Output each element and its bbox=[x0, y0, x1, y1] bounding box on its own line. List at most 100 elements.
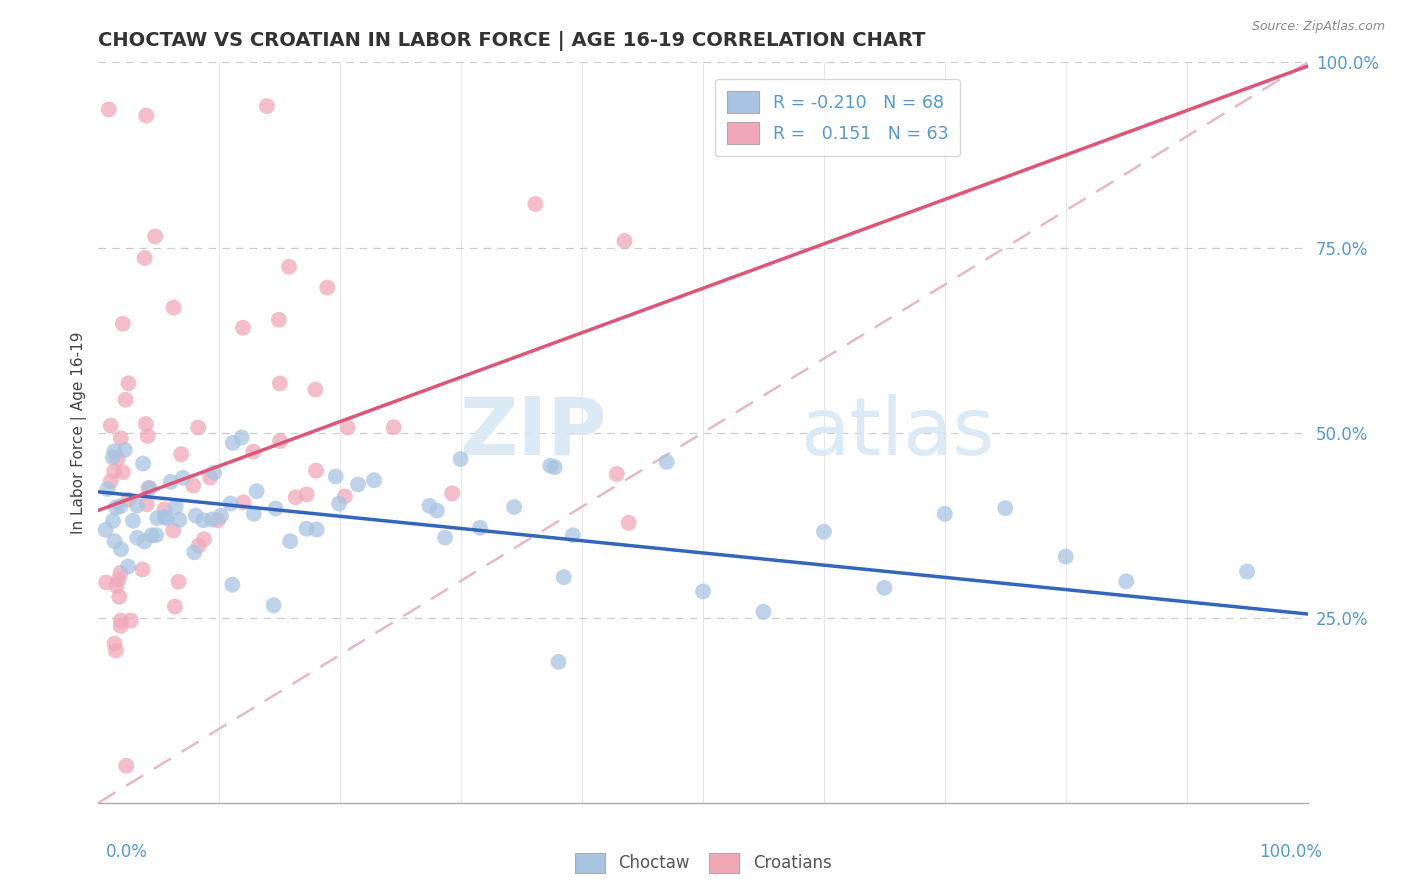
Point bbox=[163, 599, 186, 614]
Point bbox=[134, 534, 156, 549]
Point bbox=[97, 103, 120, 117]
Point bbox=[382, 420, 405, 434]
Point bbox=[96, 575, 118, 590]
Point bbox=[184, 508, 207, 523]
Point bbox=[524, 197, 547, 211]
Point bbox=[110, 566, 132, 580]
Point bbox=[243, 507, 266, 521]
Point bbox=[232, 320, 254, 334]
Point bbox=[426, 503, 449, 517]
Point bbox=[434, 531, 457, 545]
Point bbox=[122, 514, 145, 528]
Point bbox=[278, 534, 301, 549]
Point bbox=[100, 475, 122, 489]
Point bbox=[242, 444, 264, 458]
Point bbox=[117, 559, 139, 574]
Point bbox=[146, 511, 169, 525]
Legend: Choctaw, Croatians: Choctaw, Croatians bbox=[568, 847, 838, 880]
Point bbox=[221, 577, 243, 591]
Point bbox=[120, 614, 142, 628]
Point bbox=[153, 502, 176, 516]
Point bbox=[107, 573, 129, 587]
Text: ZIP: ZIP bbox=[458, 393, 606, 472]
Point bbox=[170, 447, 193, 461]
Point bbox=[111, 317, 134, 331]
Point bbox=[114, 392, 136, 407]
Point bbox=[873, 581, 896, 595]
Point bbox=[201, 512, 224, 526]
Text: CHOCTAW VS CROATIAN IN LABOR FORCE | AGE 16-19 CORRELATION CHART: CHOCTAW VS CROATIAN IN LABOR FORCE | AGE… bbox=[98, 31, 927, 51]
Point bbox=[107, 451, 129, 466]
Point bbox=[141, 528, 163, 542]
Point bbox=[135, 417, 157, 431]
Point bbox=[1236, 565, 1258, 579]
Point bbox=[97, 482, 120, 496]
Point bbox=[110, 499, 132, 513]
Point bbox=[132, 457, 155, 471]
Point bbox=[114, 442, 136, 457]
Point bbox=[613, 234, 636, 248]
Point bbox=[183, 545, 205, 559]
Point bbox=[267, 312, 290, 326]
Point bbox=[544, 460, 567, 475]
Point bbox=[100, 418, 122, 433]
Point bbox=[131, 562, 153, 576]
Point bbox=[108, 590, 131, 604]
Text: 0.0%: 0.0% bbox=[105, 843, 148, 861]
Point bbox=[305, 523, 328, 537]
Point bbox=[538, 458, 561, 473]
Point bbox=[187, 539, 209, 553]
Point bbox=[200, 470, 222, 484]
Point bbox=[103, 464, 125, 478]
Point bbox=[169, 513, 191, 527]
Text: Source: ZipAtlas.com: Source: ZipAtlas.com bbox=[1251, 20, 1385, 33]
Point bbox=[105, 500, 128, 515]
Point bbox=[304, 383, 326, 397]
Point bbox=[994, 501, 1017, 516]
Point bbox=[1115, 574, 1137, 589]
Point bbox=[328, 497, 350, 511]
Point bbox=[187, 420, 209, 434]
Point bbox=[333, 489, 356, 503]
Point bbox=[547, 655, 569, 669]
Point bbox=[162, 524, 184, 538]
Point bbox=[295, 522, 318, 536]
Point bbox=[316, 280, 339, 294]
Point bbox=[450, 452, 472, 467]
Point bbox=[202, 466, 225, 480]
Point bbox=[159, 475, 181, 489]
Point bbox=[162, 301, 184, 315]
Text: 100.0%: 100.0% bbox=[1258, 843, 1322, 861]
Point bbox=[135, 109, 157, 123]
Point bbox=[101, 514, 124, 528]
Point bbox=[336, 420, 359, 434]
Point bbox=[219, 497, 242, 511]
Point bbox=[561, 528, 583, 542]
Point bbox=[125, 499, 148, 513]
Point bbox=[115, 758, 138, 772]
Point bbox=[143, 229, 166, 244]
Point bbox=[246, 484, 269, 499]
Point bbox=[363, 473, 385, 487]
Point bbox=[145, 528, 167, 542]
Point bbox=[256, 99, 278, 113]
Text: atlas: atlas bbox=[800, 393, 994, 472]
Legend: R = -0.210   N = 68, R =   0.151   N = 63: R = -0.210 N = 68, R = 0.151 N = 63 bbox=[716, 78, 960, 156]
Point bbox=[934, 507, 956, 521]
Point bbox=[231, 430, 253, 444]
Point bbox=[813, 524, 835, 539]
Point bbox=[278, 260, 301, 274]
Point bbox=[553, 570, 575, 584]
Point bbox=[263, 599, 285, 613]
Point bbox=[110, 614, 132, 628]
Point bbox=[117, 492, 139, 507]
Point bbox=[167, 574, 190, 589]
Point bbox=[284, 490, 307, 504]
Point bbox=[606, 467, 628, 481]
Point bbox=[165, 500, 187, 514]
Point bbox=[111, 465, 134, 479]
Point bbox=[209, 508, 232, 523]
Point bbox=[139, 481, 162, 495]
Point bbox=[503, 500, 526, 514]
Point bbox=[1054, 549, 1077, 564]
